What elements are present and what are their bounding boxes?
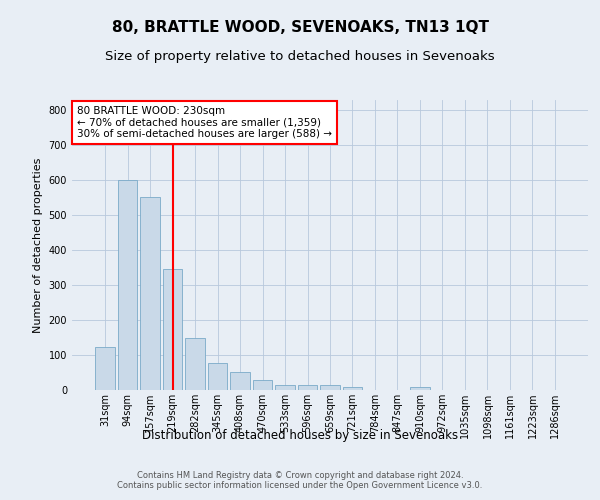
Text: Contains HM Land Registry data © Crown copyright and database right 2024.
Contai: Contains HM Land Registry data © Crown c… bbox=[118, 470, 482, 490]
Y-axis label: Number of detached properties: Number of detached properties bbox=[33, 158, 43, 332]
Bar bbox=[230, 372, 250, 390]
Text: 80, BRATTLE WOOD, SEVENOAKS, TN13 1QT: 80, BRATTLE WOOD, SEVENOAKS, TN13 1QT bbox=[112, 20, 488, 35]
Bar bbox=[185, 338, 205, 390]
Bar bbox=[208, 362, 227, 390]
Bar bbox=[95, 347, 115, 390]
Bar bbox=[163, 270, 182, 390]
Bar bbox=[343, 387, 362, 390]
Bar bbox=[140, 197, 160, 390]
Bar bbox=[320, 386, 340, 390]
Bar bbox=[410, 387, 430, 390]
Bar bbox=[253, 380, 272, 390]
Bar bbox=[298, 386, 317, 390]
Text: Size of property relative to detached houses in Sevenoaks: Size of property relative to detached ho… bbox=[105, 50, 495, 63]
Bar bbox=[118, 180, 137, 390]
Text: Distribution of detached houses by size in Sevenoaks: Distribution of detached houses by size … bbox=[142, 428, 458, 442]
Text: 80 BRATTLE WOOD: 230sqm
← 70% of detached houses are smaller (1,359)
30% of semi: 80 BRATTLE WOOD: 230sqm ← 70% of detache… bbox=[77, 106, 332, 139]
Bar bbox=[275, 385, 295, 390]
